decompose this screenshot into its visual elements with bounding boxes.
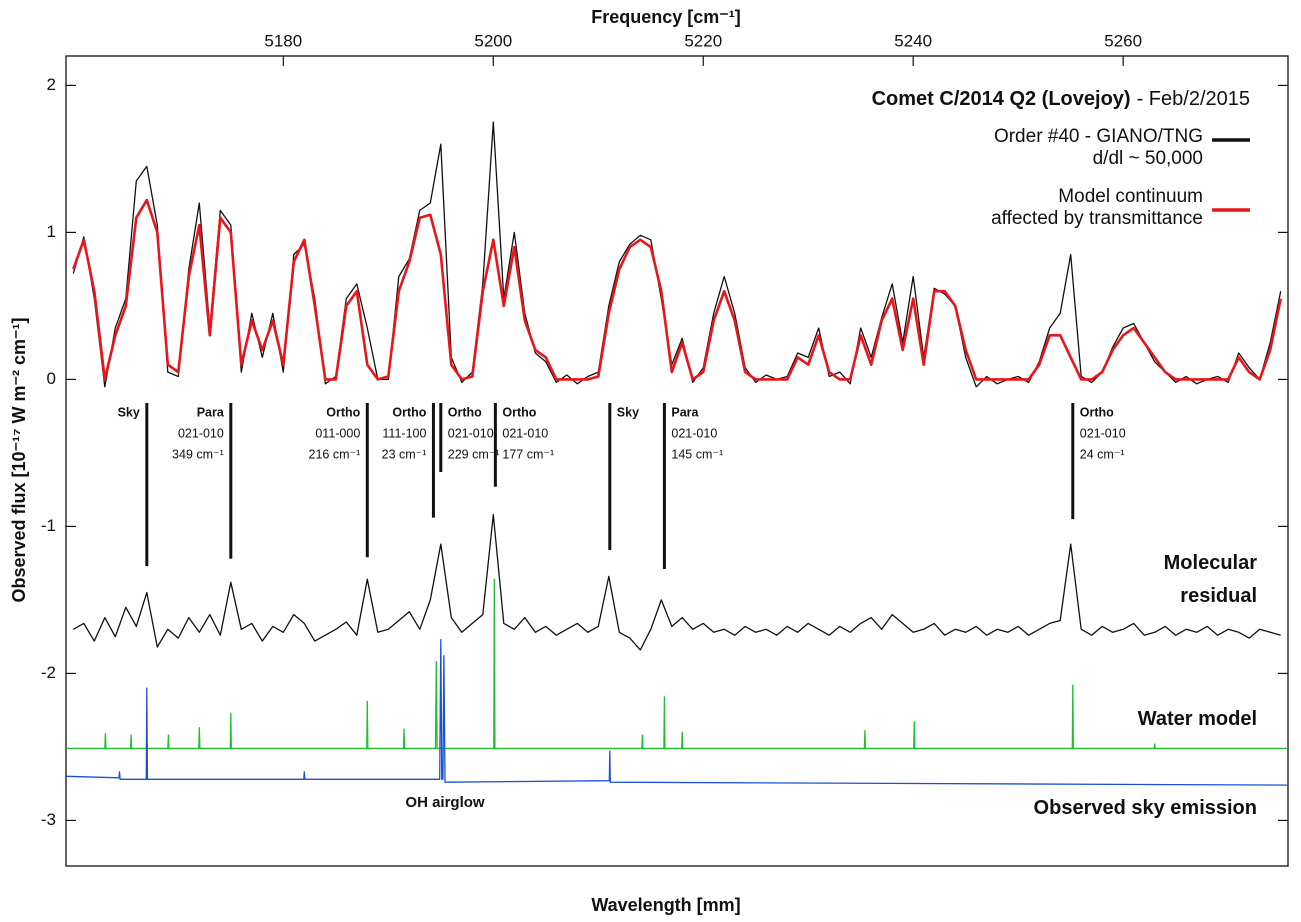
legend-label: Order #40 - GIANO/TNG d/dl ~ 50,000 — [993, 126, 1203, 169]
y-tick-label: -1 — [41, 516, 56, 535]
marker-label: 145 cm⁻¹ — [671, 447, 723, 461]
x2-axis-title: Wavelength [mm] — [591, 895, 740, 915]
x-axis-title: Frequency [cm⁻¹] — [591, 7, 741, 27]
marker-label: 021-010 — [448, 426, 494, 440]
trace-label: Molecular residual — [1163, 552, 1257, 607]
marker-label: 177 cm⁻¹ — [502, 447, 554, 461]
chart-title-line: Comet C/2014 Q2 (Lovejoy) - Feb/2/2015 — [872, 88, 1250, 110]
y-tick-label: -3 — [41, 810, 56, 829]
series-line — [66, 578, 1288, 750]
marker-label: Ortho — [1080, 405, 1114, 419]
marker-label: Para — [197, 405, 225, 419]
marker-label: 011-000 — [315, 426, 360, 440]
x-tick-label: 5260 — [1104, 31, 1142, 50]
x-tick-label: 5220 — [684, 31, 722, 50]
trace-label: Observed sky emission — [1033, 797, 1257, 819]
series-line — [72, 198, 1282, 381]
marker-label: 021-010 — [502, 426, 548, 440]
y-tick-label: 1 — [47, 222, 56, 241]
marker-label: 229 cm⁻¹ — [448, 447, 500, 461]
marker-label: Ortho — [392, 405, 426, 419]
marker-label: Sky — [617, 405, 639, 419]
y-tick-label: -2 — [41, 663, 56, 682]
marker-label: 021-010 — [178, 426, 224, 440]
marker-label: Ortho — [502, 405, 536, 419]
chart-subtitle: - Feb/2/2015 — [1137, 88, 1250, 110]
y-tick-label: 2 — [47, 75, 56, 94]
marker-label: Para — [671, 405, 699, 419]
y-axis-title: Observed flux [10⁻¹⁷ W m⁻² cm⁻¹] — [9, 318, 29, 603]
marker-label: Ortho — [326, 405, 360, 419]
marker-label: 216 cm⁻¹ — [309, 447, 361, 461]
x-tick-label: 5240 — [894, 31, 932, 50]
marker-label: Ortho — [448, 405, 482, 419]
annotation: OH airglow — [405, 794, 485, 811]
marker-label: 021-010 — [1080, 426, 1126, 440]
series-line — [72, 514, 1281, 651]
trace-label: Water model — [1137, 708, 1257, 730]
x-tick-label: 5200 — [474, 31, 512, 50]
legend-label: Model continuum affected by transmittanc… — [991, 186, 1203, 229]
marker-label: 111-100 — [382, 426, 426, 440]
marker-label: 021-010 — [671, 426, 717, 440]
marker-label: 349 cm⁻¹ — [172, 447, 224, 461]
marker-label: 24 cm⁻¹ — [1080, 447, 1125, 461]
marker-label: Sky — [118, 405, 140, 419]
plot-frame — [65, 55, 1289, 867]
y-tick-label: 0 — [47, 369, 56, 388]
x-tick-label: 5180 — [264, 31, 302, 50]
series-line — [65, 638, 1289, 786]
marker-label: 23 cm⁻¹ — [382, 447, 427, 461]
chart-title: Comet C/2014 Q2 (Lovejoy) — [872, 88, 1131, 110]
